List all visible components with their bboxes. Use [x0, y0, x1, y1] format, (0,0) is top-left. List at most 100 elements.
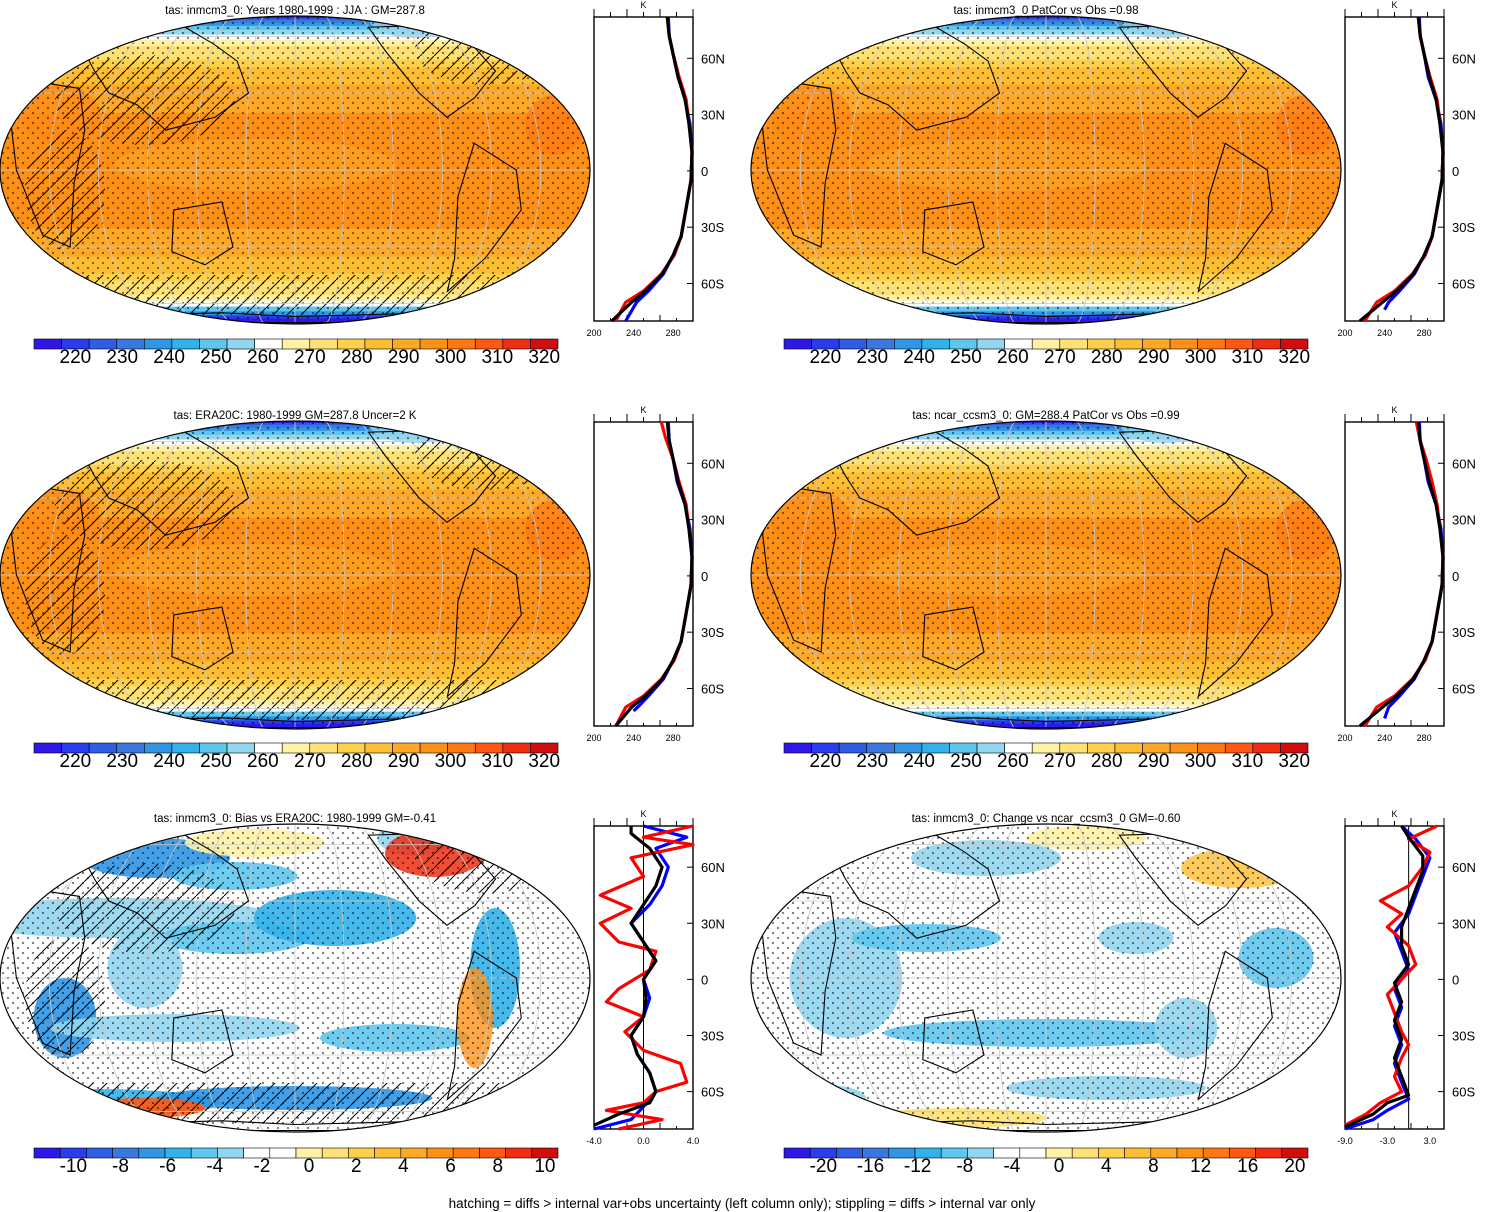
profile-line-model: [1383, 421, 1445, 720]
footer-note: hatching = diffs > internal var+obs unce…: [449, 1196, 1036, 1211]
colorbar-tick-label: 300: [435, 751, 467, 772]
profile-x-tick: 240: [626, 328, 641, 338]
colorbar-tick-label: 250: [200, 751, 232, 772]
colorbar-tick-label: -6: [159, 1156, 176, 1177]
profile-lat-label: 60S: [701, 681, 724, 696]
colorbar-tick-label: 240: [153, 751, 185, 772]
colorbar-tick-label: 220: [810, 347, 842, 368]
profile-lat-label: 30N: [1452, 513, 1476, 528]
colorbar: 220 230 240 250 260 270 280 290 300 310 320: [33, 338, 560, 368]
colorbar-tick-label: 310: [481, 751, 513, 772]
profile-unit-label: K: [1391, 809, 1397, 819]
colorbar-tick-label: 290: [1138, 347, 1170, 368]
profile-frame: [1344, 825, 1445, 1130]
profile-unit-label: K: [1391, 405, 1397, 415]
profile-line-obs: [1363, 16, 1445, 322]
colorbar-tick-label: 220: [810, 751, 842, 772]
colorbar-tick-label: 260: [247, 347, 279, 368]
profile-line-obs: [1344, 824, 1438, 1127]
profile-lat-label: 60S: [1452, 276, 1475, 291]
profile-lat-label: 0: [701, 164, 708, 179]
profile-x-tick: 240: [1377, 328, 1392, 338]
colorbar-tick-label: 4: [1101, 1156, 1112, 1177]
map-1: [0, 15, 591, 325]
profile-unit-label: K: [640, 405, 646, 415]
panel-3: tas: ERA20C: 1980-1999 GM=287.8 Uncer=2 …: [0, 405, 725, 772]
profile-x-tick: -3.0: [1380, 1136, 1396, 1146]
profile-x-tick: 240: [626, 733, 641, 743]
colorbar-tick-label: 260: [997, 347, 1029, 368]
colorbar-tick-label: 320: [528, 347, 560, 368]
profile-x-tick: 4.0: [687, 1136, 700, 1146]
colorbar-tick-label: 300: [1185, 751, 1217, 772]
profile-lat-label: 30S: [701, 220, 724, 235]
zonal-profile: K -4.0 0.0 4.0 60N 30N 0 30S 60S: [586, 809, 725, 1146]
profile-x-tick: 200: [586, 328, 601, 338]
profile-x-tick: -4.0: [586, 1136, 602, 1146]
panel-6: tas: inmcm3_0: Change vs ncar_ccsm3_0 GM…: [750, 809, 1476, 1177]
colorbar-tick-label: 240: [153, 347, 185, 368]
colorbar-tick-label: 230: [856, 751, 888, 772]
colorbar-tick-label: 0: [304, 1156, 315, 1177]
zonal-profile: K 200 240 280 60N 30N 0 30S 60S: [1337, 0, 1475, 338]
colorbar-tick-label: -16: [857, 1156, 884, 1177]
profile-line-model: [632, 421, 694, 713]
profile-lat-label: 30N: [1452, 108, 1476, 123]
colorbar-tick-label: 240: [903, 347, 935, 368]
profile-frame: [1344, 16, 1445, 322]
colorbar: -10 -8 -6 -4 -2 0 2 4 6 8 10: [33, 1147, 559, 1177]
colorbar-tick-label: 20: [1284, 1156, 1305, 1177]
colorbar-tick-label: -4: [1003, 1156, 1020, 1177]
colorbar-tick-label: 300: [435, 347, 467, 368]
profile-line-mean: [614, 421, 694, 728]
colorbar-tick-label: 240: [903, 751, 935, 772]
colorbar-tick-label: 280: [341, 347, 373, 368]
zonal-profile: K -9.0 -3.0 3.0 60N 30N 0 30S 60S: [1337, 809, 1476, 1146]
profile-line-mean: [1344, 825, 1425, 1129]
colorbar-tick-label: 310: [481, 347, 513, 368]
colorbar-tick-label: 230: [856, 347, 888, 368]
profile-lat-label: 60S: [1452, 681, 1475, 696]
profile-x-tick: 200: [1337, 328, 1352, 338]
colorbar: 220 230 240 250 260 270 280 290 300 310 320: [783, 338, 1310, 368]
colorbar-tick-label: -8: [956, 1156, 973, 1177]
map-3: [0, 420, 591, 730]
profile-lat-label: 30N: [701, 108, 725, 123]
colorbar-tick-label: 6: [445, 1156, 456, 1177]
colorbar-tick-label: 270: [294, 347, 326, 368]
profile-unit-label: K: [1391, 0, 1397, 10]
profile-line-mean: [1358, 16, 1445, 323]
colorbar-tick-label: 300: [1185, 347, 1217, 368]
colorbar-tick-label: -4: [206, 1156, 223, 1177]
colorbar-tick-label: -8: [112, 1156, 129, 1177]
colorbar-tick-label: 260: [997, 751, 1029, 772]
colorbar-tick-label: 8: [1148, 1156, 1159, 1177]
zonal-profile: K 200 240 280 60N 30N 0 30S 60S: [586, 405, 724, 743]
panel-title: tas: ncar_ccsm3_0: GM=288.4 PatCor vs Ob…: [912, 410, 1179, 422]
colorbar-tick-label: 260: [247, 751, 279, 772]
colorbar-tick-label: 12: [1190, 1156, 1211, 1177]
profile-line-mean: [1358, 421, 1445, 728]
profile-x-tick: 200: [1337, 733, 1352, 743]
colorbar: 220 230 240 250 260 270 280 290 300 310 320: [783, 742, 1310, 772]
profile-lat-label: 30S: [701, 625, 724, 640]
colorbar-tick-label: 230: [106, 751, 138, 772]
map-4: [750, 420, 1342, 730]
colorbar-tick-label: 220: [60, 347, 92, 368]
colorbar-tick-label: 220: [60, 751, 92, 772]
colorbar-tick-label: 320: [528, 751, 560, 772]
colorbar-tick-label: -10: [60, 1156, 87, 1177]
map-6: [750, 823, 1342, 1133]
profile-lat-label: 60N: [1452, 51, 1476, 66]
profile-x-tick: 240: [1377, 733, 1392, 743]
profile-unit-label: K: [640, 0, 646, 10]
profile-x-tick: 280: [666, 328, 681, 338]
profile-lat-label: 30N: [1452, 916, 1476, 931]
colorbar-tick-label: 8: [492, 1156, 503, 1177]
colorbar-tick-label: 10: [534, 1156, 555, 1177]
panel-1: tas: inmcm3_0: Years 1980-1999 : JJA : G…: [0, 0, 725, 368]
colorbar-tick-label: 270: [294, 751, 326, 772]
profile-line-obs: [598, 824, 695, 1131]
profile-x-tick: 280: [666, 733, 681, 743]
profile-lat-label: 0: [1452, 569, 1459, 584]
